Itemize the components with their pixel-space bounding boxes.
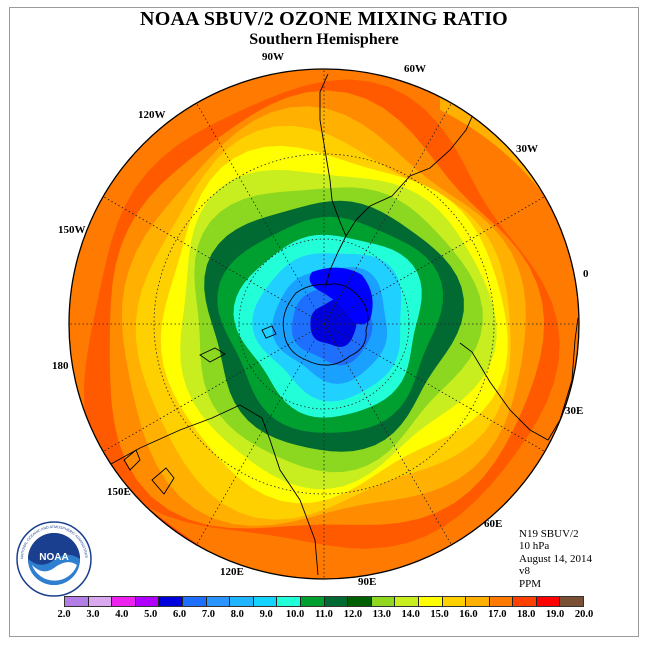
meridian-line [323,323,455,550]
map-disk [69,69,579,579]
colorbar-tick-label: 4.0 [115,609,129,620]
lon-label-150e: 150E [107,486,131,498]
colorbar-tick-label: 19.0 [545,609,565,620]
colorbar-cell [206,597,231,606]
version-label: v8 [519,565,530,578]
colorbar-tick-label: 3.0 [86,609,100,620]
lon-label-120e: 120E [220,566,244,578]
meridian-line [193,98,325,325]
lon-label-30e: 30E [565,405,584,417]
colorbar-cell [324,597,349,606]
figure-frame [9,7,639,637]
colorbar-tick-label: 16.0 [459,609,478,620]
lon-label-90w: 90W [262,51,284,63]
meridians [69,69,579,579]
lon-label-180: 180 [52,360,69,372]
new-zealand-south [151,467,175,495]
meridian-line [98,193,325,325]
colorbar-cell [230,597,254,606]
colorbar-cell [489,597,514,606]
meridian-line [323,323,550,455]
lon-label-0: 0 [583,268,589,280]
lon-label-120w: 120W [138,109,166,121]
product-info: N19 SBUV/2 10 hPa August 14, 2014 v8 PPM [519,528,592,590]
south-america-east [345,107,477,237]
colorbar-cell [371,597,396,606]
page-subtitle: Southern Hemisphere [249,31,399,48]
colorbar-tick-label: 12.0 [343,609,363,620]
meridian-line [98,323,325,455]
colorbar-cell [135,597,160,606]
colorbar-cell [395,597,419,606]
colorbar-cell [253,597,278,606]
colorbar-tick-label: 9.0 [259,609,273,620]
colorbar-ticks: 2.0 3.0 4.0 5.0 6.0 7.0 8.0 9.0 10.0 11.0 12.0 13.0… [0,609,648,623]
antarctica-coast [282,283,369,366]
colorbar-tick-label: 6.0 [173,609,187,620]
colorbar-cell [65,597,89,606]
date-label: August 14, 2014 [519,552,593,565]
colorbar-tick-label: 13.0 [372,609,391,620]
colorbar-cell [159,597,183,606]
lon-label-90e: 90E [358,576,377,588]
colorbar-tick-label: 5.0 [144,609,158,620]
logo-wordmark: NOAA [39,552,68,563]
colorbar-tick-label: 8.0 [230,609,244,620]
colorbar-cell [418,597,443,606]
africa-coast [459,317,579,441]
colorbar-tick-label: 17.0 [488,609,507,620]
colorbar-tick-label: 15.0 [430,609,449,620]
new-zealand-north [123,449,141,471]
ozone-minimum-region [309,267,373,325]
colorbar [64,596,584,607]
south-america-west [319,73,347,237]
ross-ice-feature [199,347,226,363]
colorbar-cell [560,597,584,606]
colorbar-cell [88,597,113,606]
colorbar-cell [348,597,372,606]
pressure-label: 10 hPa [519,540,550,553]
colorbar-cell [536,597,561,606]
meridian-line [323,193,550,325]
colorbar-cell [466,597,490,606]
meridian-line [193,323,325,550]
map-border [68,68,580,580]
colorbar-tick-label: 2.0 [57,609,71,620]
colorbar-tick-label: 18.0 [517,609,536,620]
colorbar-cell [300,597,325,606]
colorbar-cell [112,597,136,606]
colorbar-tick-label: 7.0 [201,609,215,620]
units-label: PPM [519,577,542,590]
antarctic-peninsula [325,235,347,286]
coastlines [79,73,579,576]
colorbar-cell [442,597,467,606]
satellite-label: N19 SBUV/2 [519,528,579,540]
colorbar-cell [513,597,537,606]
meridian-line [323,98,455,325]
lon-label-150w: 150W [58,224,86,236]
colorbar-tick-label: 10.0 [285,609,305,620]
colorbar-tick-label: 14.0 [401,609,420,620]
colorbar-cell [277,597,301,606]
lon-label-60w: 60W [404,63,426,75]
antarctic-island [261,325,277,339]
lon-label-60e: 60E [484,518,503,530]
colorbar-tick-label: 11.0 [315,609,333,620]
noaa-logo: NOAA NATIONAL OCEANIC AND ATMOSPHERIC AD… [15,520,92,597]
colorbar-cell [182,597,207,606]
colorbar-tick-label: 20.0 [574,609,594,620]
page-title: NOAA SBUV/2 OZONE MIXING RATIO [140,8,508,30]
lon-label-30w: 30W [516,143,538,155]
